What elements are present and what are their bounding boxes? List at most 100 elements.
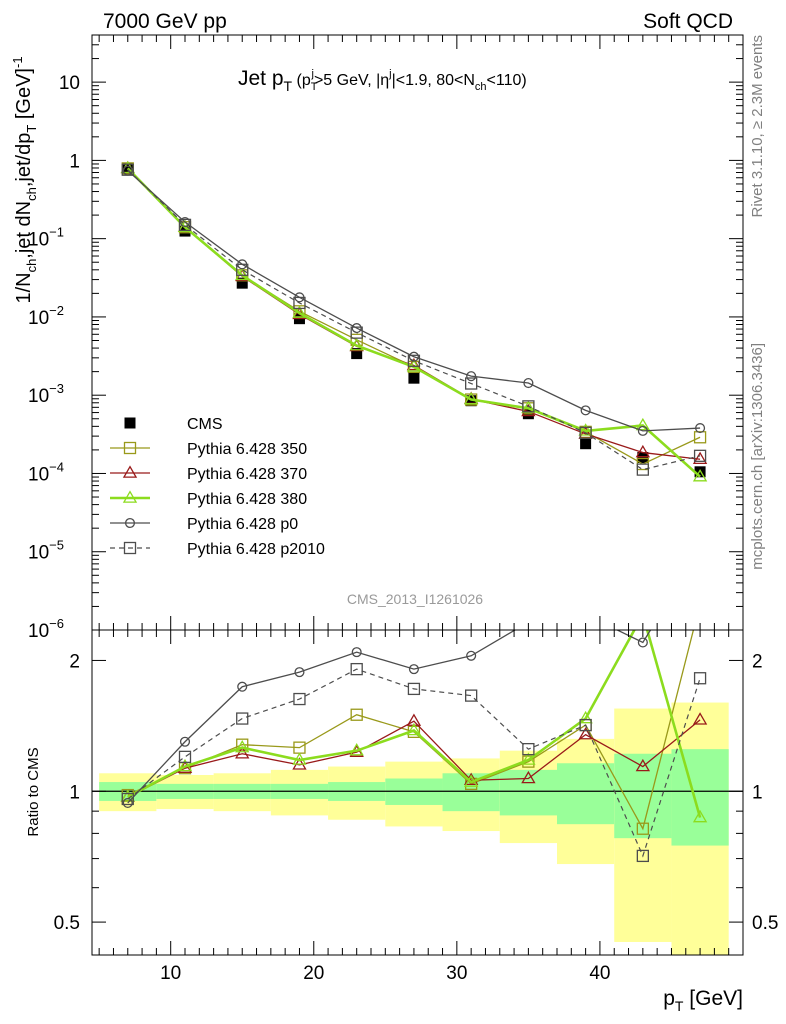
main-ylabel: 1/Nch,jet dNch,jet/dpT [GeV]-1 [10,56,39,303]
ratio-y-tick-label-right: 1 [752,782,763,803]
marker-open-square [407,682,421,696]
marker-open-triangle [578,423,593,436]
y-tick-label: 10−3 [28,381,64,407]
marker-open-square [693,449,707,462]
marker-open-square [236,738,249,751]
marker-open-square [695,598,706,609]
marker-open-square [178,750,192,764]
ratio-ylabel: Ratio to CMS [25,747,42,836]
y-tick-base: 1 [69,151,80,172]
marker-filled-square [694,466,706,478]
marker-open-square [636,463,649,476]
marker-open-square [693,672,707,685]
marker-open-triangle [521,752,536,765]
ratio-y-tick-label-right: 2 [752,651,763,672]
y-tick-base: 10 [28,386,49,407]
marker-open-circle [237,681,248,692]
marker-open-square [693,431,707,444]
y-tick-base: 10 [28,308,49,329]
marker-filled-square [236,277,248,289]
marker-open-triangle [120,789,135,802]
marker-open-square [350,662,363,676]
marker-open-circle [580,405,591,416]
marker-open-circle [696,545,705,554]
marker-open-circle [124,517,136,529]
marker-open-triangle [578,710,593,724]
y-tick-base: 10 [28,230,49,251]
marker-open-triangle [292,305,307,318]
marker-open-triangle [521,770,536,784]
legend-label-cms: CMS [187,416,223,433]
y-tick-exponent: −5 [49,538,64,553]
marker-open-square [236,712,249,725]
marker-open-circle [581,610,590,619]
marker-open-triangle [177,758,193,772]
marker-open-circle [408,664,419,675]
y-tick-label: 1 [69,151,80,172]
x-tick-label: 40 [589,963,610,984]
marker-open-square [178,218,192,232]
legend-label-p0: Pythia 6.428 p0 [187,516,298,533]
marker-open-circle [179,736,191,747]
marker-filled-square [637,451,649,463]
marker-open-circle [523,377,534,389]
legend-label-p350: Pythia 6.428 350 [187,441,307,458]
band-stat [671,749,729,846]
y-tick-label: 10−5 [28,538,64,564]
marker-open-square [522,742,535,756]
marker-open-circle [351,647,362,658]
header-right: Soft QCD [643,10,733,33]
marker-open-square [522,400,535,413]
marker-open-circle [466,371,477,382]
y-tick-base: 10 [28,621,49,642]
legend-label-p2010: Pythia 6.428 p2010 [187,541,325,558]
ratio-y-tick-label: 0.5 [54,913,80,934]
x-axis-label: pT [GeV] [663,987,743,1014]
marker-open-triangle [349,337,364,351]
marker-open-triangle [406,722,422,736]
y-tick-exponent: −2 [49,303,64,318]
legend-label-p370: Pythia 6.428 370 [187,466,307,483]
y-tick-label: 10−2 [28,303,64,329]
marker-open-circle [637,425,648,436]
marker-open-triangle [235,746,250,759]
ratio-series [120,545,708,863]
y-tick-label: 10−1 [28,225,64,251]
marker-open-circle [466,650,477,661]
y-tick-exponent: −1 [49,225,64,240]
rivet-label: Rivet 3.1.10, ≥ 2.3M events [749,35,766,218]
marker-open-triangle [637,608,649,618]
marker-open-square [236,263,249,276]
ratio-y-tick-label-right: 0.5 [752,913,778,934]
marker-open-square [350,708,363,721]
marker-open-circle [294,667,305,678]
marker-open-circle [179,217,191,228]
marker-open-triangle [578,727,593,740]
marker-open-square [579,718,592,732]
main-title: Jet pT (pTj>5 GeV, |ηj|<1.9, 80<Nch<110) [238,67,527,94]
marker-open-square [465,689,478,702]
marker-open-triangle [635,758,651,772]
marker-open-triangle [463,391,479,405]
marker-open-triangle [463,774,479,787]
ratio-y-tick-label: 1 [69,782,80,803]
marker-open-triangle [406,357,422,371]
legend-label-p380: Pythia 6.428 380 [187,491,307,508]
marker-open-triangle [235,267,250,281]
marker-open-square [293,296,306,310]
ratio-y-tick-label: 2 [69,651,80,672]
analysis-id: CMS_2013_I1261026 [347,591,483,607]
marker-open-square [350,326,363,339]
marker-filled-square [124,417,136,429]
marker-open-triangle [692,469,708,482]
x-tick-label: 30 [446,963,467,984]
ratio-line-p370 [127,719,701,798]
y-tick-exponent: −3 [49,381,64,396]
marker-open-circle [637,637,648,648]
marker-filled-square [580,438,592,450]
marker-open-square [636,822,649,835]
y-tick-base: 10 [28,543,49,564]
marker-open-triangle [177,219,193,232]
marker-open-square [121,163,134,176]
